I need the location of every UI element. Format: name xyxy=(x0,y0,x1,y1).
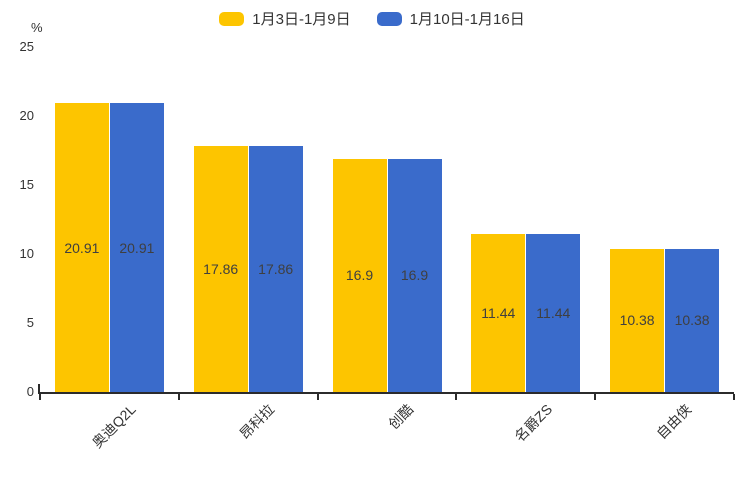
bar-名爵ZS-series1: 11.44 xyxy=(471,234,526,392)
y-axis-unit-label: % xyxy=(31,20,43,35)
bar-value-label: 16.9 xyxy=(345,267,374,284)
legend-label-week1: 1月3日-1月9日 xyxy=(252,11,351,28)
legend-swatch-blue xyxy=(376,11,402,26)
x-category-label: 自由侠 xyxy=(652,401,694,443)
y-axis-stub xyxy=(38,384,40,392)
bar-value-label: 11.44 xyxy=(481,305,516,322)
bar-自由侠-series1: 10.38 xyxy=(610,248,665,392)
x-axis-tick-4 xyxy=(594,394,597,400)
x-category-label: 名爵ZS xyxy=(511,401,556,445)
bar-value-label: 20.91 xyxy=(64,239,100,256)
legend-item-week1[interactable]: 1月3日-1月9日 xyxy=(219,8,351,29)
x-category-label: 昂科拉 xyxy=(236,401,278,443)
legend-swatch-yellow xyxy=(219,11,245,26)
bar-自由侠-series2: 10.38 xyxy=(665,248,720,392)
bar-名爵ZS-series2: 11.44 xyxy=(526,234,581,392)
bar-value-label: 17.86 xyxy=(258,260,294,277)
x-axis-tick-0 xyxy=(39,394,41,400)
bar-创酷-series1: 16.9 xyxy=(332,158,387,392)
y-tick-label-5: 5 xyxy=(26,315,34,330)
y-tick-label-20: 20 xyxy=(19,108,34,123)
bar-value-label: 10.38 xyxy=(674,312,710,329)
x-axis-tick-1 xyxy=(177,394,180,400)
bar-创酷-series2: 16.9 xyxy=(387,158,442,392)
bar-昂科拉-series2: 17.86 xyxy=(248,145,303,392)
bar-昂科拉-series1: 17.86 xyxy=(193,145,248,392)
x-axis-tick-2 xyxy=(316,394,319,400)
bar-value-label: 20.91 xyxy=(119,239,155,256)
bar-value-label: 11.44 xyxy=(536,305,571,322)
bar-奥迪Q2L-series1: 20.91 xyxy=(54,103,109,392)
legend: 1月3日-1月9日 1月10日-1月16日 xyxy=(0,8,744,29)
x-axis-tick-3 xyxy=(455,394,458,400)
x-axis-tick-5 xyxy=(733,394,735,400)
x-axis-line xyxy=(38,392,734,394)
bar-value-label: 16.9 xyxy=(400,267,429,284)
y-tick-label-15: 15 xyxy=(19,177,34,192)
y-tick-label-10: 10 xyxy=(19,246,34,261)
bar-value-label: 17.86 xyxy=(203,260,239,277)
legend-label-week2: 1月10日-1月16日 xyxy=(409,11,525,28)
bar-奥迪Q2L-series2: 20.91 xyxy=(109,103,164,392)
x-category-label: 奥迪Q2L xyxy=(88,401,139,451)
x-category-label: 创酷 xyxy=(385,401,417,433)
y-tick-label-25: 25 xyxy=(19,39,34,54)
bar-value-label: 10.38 xyxy=(619,312,655,329)
legend-item-week2[interactable]: 1月10日-1月16日 xyxy=(376,8,525,29)
y-tick-label-0: 0 xyxy=(26,384,34,399)
